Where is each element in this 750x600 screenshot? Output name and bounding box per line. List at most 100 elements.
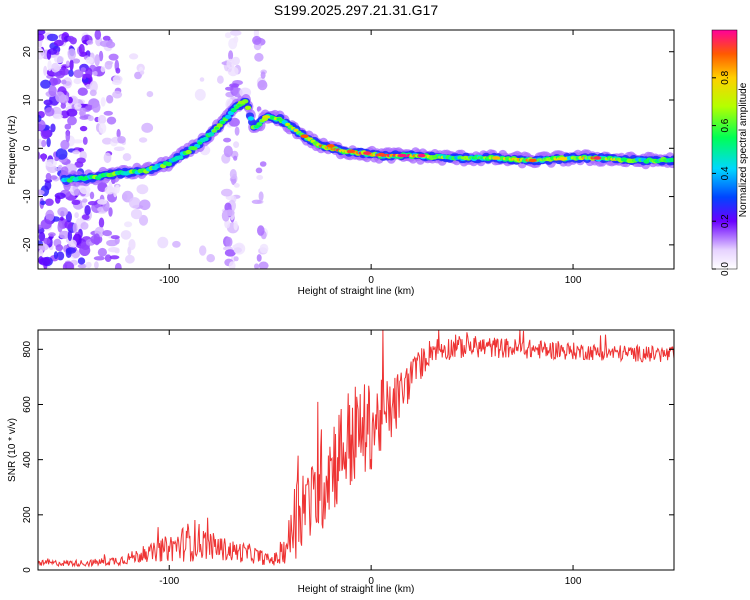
spectrogram-cell — [106, 116, 117, 125]
snr-x-label: Height of straight line (km) — [298, 584, 415, 595]
spectrogram-cell — [233, 256, 239, 262]
spectrogram-cell — [67, 48, 77, 61]
spectrogram-cell — [128, 197, 141, 209]
spectrogram-y-tick-label: 0 — [22, 145, 33, 151]
spectrogram-cell — [94, 261, 99, 269]
snr-y-tick-label: 600 — [22, 396, 33, 413]
spectrogram-cell — [48, 85, 57, 97]
spectrogram-cell — [55, 244, 64, 252]
spectrogram-cell — [61, 79, 67, 85]
snr-x-tick-label: -100 — [159, 576, 179, 587]
spectrogram-cell — [94, 30, 102, 40]
spectrogram-cell — [84, 205, 91, 216]
spectrogram-y-tick-label: -10 — [22, 189, 33, 204]
spectrogram-cell — [225, 236, 233, 248]
colorbar-tick-label: 0.6 — [720, 118, 731, 132]
spectrogram-cell — [45, 159, 57, 168]
spectrogram-cell — [106, 239, 118, 247]
spectrogram-cell — [45, 209, 55, 222]
spectrogram-cell — [45, 172, 52, 181]
spectrogram-cell — [85, 67, 93, 78]
spectrogram-cell — [230, 107, 237, 113]
spectrogram-cell — [223, 137, 232, 143]
spectrogram-cell — [60, 139, 70, 150]
spectrogram-cell — [251, 199, 262, 204]
spectrogram-cell — [139, 199, 151, 211]
spectrogram-cell — [130, 208, 143, 220]
spectrogram-cell — [98, 217, 105, 228]
spectrogram-cell — [89, 191, 95, 200]
spectrogram-x-tick-label: 100 — [565, 275, 582, 286]
spectrogram-cell — [120, 230, 132, 240]
spectrogram-cell — [141, 122, 154, 133]
spectrogram-cell — [43, 65, 48, 76]
spectrogram-cell — [225, 114, 232, 120]
spectrogram-cell — [397, 153, 406, 158]
spectrogram-cell — [44, 180, 52, 191]
spectrogram-cell — [73, 103, 82, 109]
spectrogram-cell — [93, 256, 105, 261]
snr-x-ticks: -100 0 100 — [159, 330, 582, 587]
spectrogram-cell — [124, 254, 135, 264]
spectrogram-cell — [68, 239, 77, 248]
spectrogram-cell — [114, 184, 120, 194]
spectrogram-cell — [165, 161, 172, 167]
spectrogram-cell — [197, 141, 203, 145]
spectrogram-cell — [199, 245, 207, 256]
spectrogram-cell — [257, 225, 265, 236]
spectrogram-cell — [112, 75, 123, 84]
spectrogram-cell — [244, 105, 252, 111]
spectrogram-cell — [81, 214, 90, 221]
spectrogram-cell — [172, 240, 181, 248]
spectrogram-cell — [262, 115, 271, 119]
spectrogram-cell — [228, 261, 236, 269]
spectrogram-cell — [89, 89, 97, 97]
spectrogram-cell — [73, 69, 84, 78]
spectrogram-cell — [214, 126, 220, 130]
spectrogram-cell — [117, 136, 126, 144]
spectrogram-frame — [37, 29, 675, 270]
colorbar-tick-label: 0.2 — [720, 214, 731, 228]
spectrogram-cell — [64, 123, 72, 130]
spectrogram-cell — [128, 239, 136, 251]
spectrogram-cell — [254, 52, 264, 62]
spectrogram-cell — [71, 199, 81, 205]
spectrogram-cell — [48, 232, 56, 237]
spectrogram-cell — [72, 150, 80, 155]
snr-x-tick-label: 0 — [368, 576, 374, 587]
spectrogram-cell — [76, 157, 86, 164]
spectrogram-cell — [113, 146, 125, 152]
spectrogram-cell — [80, 67, 87, 73]
snr-y-tick-label: 400 — [22, 451, 33, 468]
spectrogram-cell — [38, 142, 42, 147]
spectrogram-y-label: Frequency (Hz) — [7, 116, 18, 185]
spectrogram-cell — [256, 254, 262, 262]
spectrogram-cell — [57, 207, 69, 217]
snr-y-tick-label: 200 — [22, 506, 33, 523]
spectrogram-cell — [50, 123, 56, 133]
spectrogram-cell — [57, 221, 63, 233]
spectrogram-cell — [122, 153, 132, 162]
spectrogram-cell — [255, 167, 263, 174]
spectrogram-cell — [79, 125, 88, 132]
spectrogram-cell — [247, 116, 254, 121]
spectrogram-cell — [233, 155, 238, 161]
spectrogram-cell — [53, 39, 64, 47]
spectrogram-cell — [86, 40, 94, 45]
spectrogram-cell — [492, 156, 501, 160]
spectrogram-cell — [259, 243, 269, 254]
spectrogram-cell — [105, 41, 116, 49]
spectrogram-cell — [224, 219, 231, 229]
spectrogram-cell — [94, 54, 100, 67]
colorbar: 0.0 0.2 0.4 0.6 0.8 Normalized spectral ampl… — [711, 29, 749, 276]
spectrogram-cell — [65, 248, 72, 258]
spectrogram-y-tick-label: -20 — [22, 237, 33, 252]
spectrogram-cell — [38, 189, 45, 196]
spectrogram-cell — [225, 209, 235, 217]
spectrogram-cell — [58, 67, 70, 76]
spectrogram-cell — [134, 71, 142, 80]
spectrogram-cell — [46, 33, 59, 42]
spectrogram-cell — [237, 100, 246, 105]
spectrogram-cell — [38, 249, 44, 257]
spectrogram-cell — [38, 33, 45, 41]
